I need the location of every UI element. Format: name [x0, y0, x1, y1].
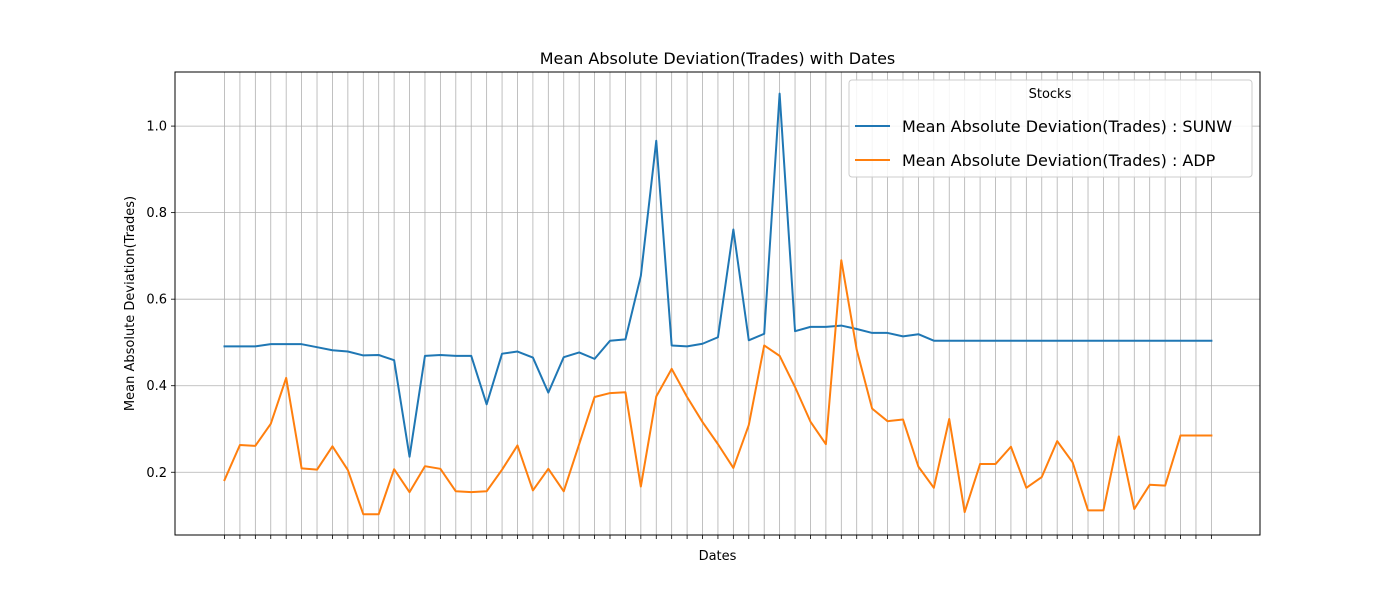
- y-tick-label: 0.4: [146, 379, 167, 394]
- y-tick-label: 0.6: [146, 293, 167, 308]
- plot-area-frame: [174, 71, 1261, 536]
- y-ticks: 0.2 0.4 0.6 0.8 1.0: [146, 120, 175, 481]
- y-tick-label: 0.8: [146, 206, 167, 221]
- series-lines: [223, 92, 1213, 516]
- y-tick-label: 1.0: [146, 120, 167, 135]
- y-axis-label: Mean Absolute Deviation(Trades): [123, 196, 138, 411]
- x-ticks: [224, 535, 1212, 539]
- legend-title: Stocks: [1029, 87, 1072, 102]
- legend: Stocks Mean Absolute Deviation(Trades) :…: [848, 79, 1253, 178]
- legend-box: [848, 79, 1253, 178]
- series-line-adp: [223, 259, 1213, 516]
- legend-label-adp: Mean Absolute Deviation(Trades) : ADP: [902, 151, 1216, 170]
- chart-title: Mean Absolute Deviation(Trades) with Dat…: [540, 49, 896, 68]
- series-line-sunw: [223, 92, 1213, 458]
- y-tick-label: 0.2: [146, 466, 167, 481]
- x-axis-label: Dates: [699, 549, 737, 564]
- legend-label-sunw: Mean Absolute Deviation(Trades) : SUNW: [902, 117, 1232, 136]
